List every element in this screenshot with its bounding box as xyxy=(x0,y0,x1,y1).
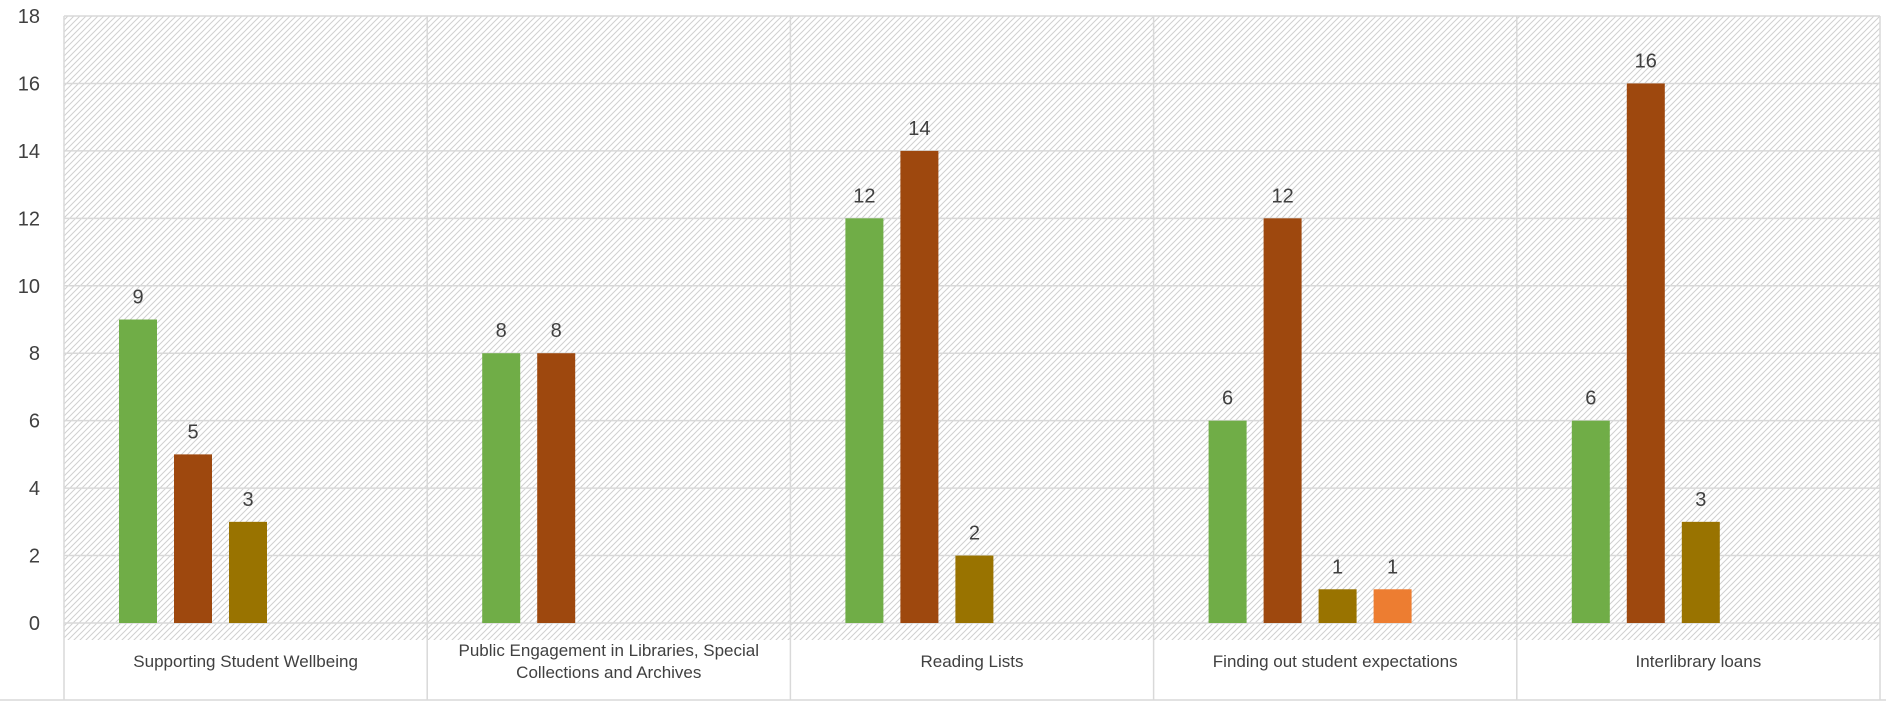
y-tick-label: 8 xyxy=(29,343,40,365)
data-label: 3 xyxy=(1695,489,1706,511)
bar xyxy=(119,319,157,623)
y-tick-label: 12 xyxy=(18,208,40,230)
y-tick-label: 18 xyxy=(18,6,40,28)
x-axis: Supporting Student Wellbeing Public Engag… xyxy=(133,640,1762,682)
y-axis: 0 2 4 6 8 10 12 14 16 18 xyxy=(18,6,40,635)
y-tick-label: 6 xyxy=(29,411,40,433)
bar xyxy=(1263,218,1302,624)
gridlines xyxy=(0,15,1886,701)
y-tick-label: 16 xyxy=(18,73,40,95)
bar xyxy=(482,353,521,623)
data-label: 8 xyxy=(496,320,507,342)
data-label: 1 xyxy=(1332,556,1343,578)
data-label: 2 xyxy=(969,523,980,545)
bar xyxy=(537,353,576,623)
data-label: 14 xyxy=(908,118,930,140)
data-label: 12 xyxy=(853,185,875,207)
data-label: 6 xyxy=(1222,388,1233,410)
x-tick-label: Interlibrary loans xyxy=(1635,651,1762,671)
x-tick-label: Supporting Student Wellbeing xyxy=(133,651,358,671)
bar xyxy=(1318,589,1357,623)
data-label: 12 xyxy=(1271,185,1293,207)
data-label: 8 xyxy=(551,320,562,342)
bar xyxy=(174,454,212,623)
bar xyxy=(1208,420,1247,623)
x-tick-label: Public Engagement in Libraries, Special … xyxy=(458,640,760,682)
bar xyxy=(1681,521,1720,623)
x-tick-label-box: Interlibrary loans xyxy=(1635,651,1762,671)
bars xyxy=(119,83,1720,624)
data-label: 3 xyxy=(242,489,253,511)
x-tick-label-box: Supporting Student Wellbeing xyxy=(133,651,358,671)
x-tick-label-box: Reading Lists xyxy=(920,651,1024,671)
y-tick-label: 14 xyxy=(18,141,40,163)
x-tick-label-box: Finding out student expectations xyxy=(1212,651,1458,671)
bar xyxy=(1571,420,1610,623)
data-label: 1 xyxy=(1387,556,1398,578)
x-tick-label: Finding out student expectations xyxy=(1212,651,1458,671)
bar xyxy=(229,521,267,623)
bar xyxy=(955,555,994,623)
y-tick-label: 2 xyxy=(29,546,40,568)
y-tick-label: 0 xyxy=(29,613,40,635)
y-tick-label: 4 xyxy=(29,478,40,500)
data-label: 16 xyxy=(1635,50,1657,72)
y-tick-label: 10 xyxy=(18,276,40,298)
bar xyxy=(1626,83,1665,623)
bar xyxy=(845,218,884,624)
bar xyxy=(900,150,939,623)
bar xyxy=(1373,589,1412,623)
data-label: 6 xyxy=(1585,388,1596,410)
data-label: 9 xyxy=(132,287,143,309)
x-tick-label-box: Public Engagement in Libraries, Special … xyxy=(458,640,760,682)
data-label: 5 xyxy=(187,421,198,443)
x-tick-label: Reading Lists xyxy=(920,651,1024,671)
